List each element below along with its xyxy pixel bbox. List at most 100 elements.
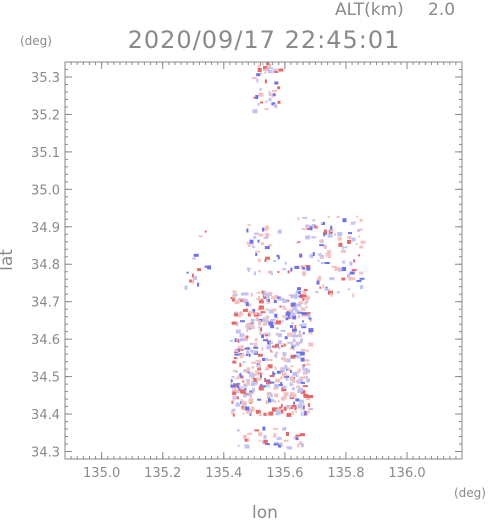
echo-point (252, 109, 258, 114)
echo-point (265, 400, 269, 405)
echo-point (296, 385, 301, 389)
echo-point (292, 317, 295, 320)
echo-point (305, 398, 310, 401)
echo-point (292, 331, 297, 335)
echo-point (312, 252, 315, 256)
echo-point (268, 392, 272, 395)
echo-point (298, 406, 303, 409)
echo-point (232, 369, 237, 372)
echo-point (274, 313, 278, 318)
echo-point (264, 225, 269, 230)
echo-point (235, 370, 238, 373)
echo-point (232, 413, 235, 417)
echo-point (246, 328, 249, 333)
echo-point (306, 265, 311, 268)
echo-point (284, 336, 288, 340)
echo-point (297, 334, 300, 337)
echo-point (271, 345, 275, 348)
echo-point (247, 242, 251, 247)
main-body (229, 290, 314, 417)
echo-point (258, 412, 262, 416)
echo-point (320, 262, 326, 264)
echo-point (356, 280, 362, 282)
echo-point (288, 316, 292, 319)
echo-point (299, 324, 304, 327)
echo-point (278, 444, 282, 448)
echo-point (328, 231, 333, 234)
echo-point (258, 321, 262, 326)
echo-point (336, 291, 340, 294)
echo-point (237, 385, 240, 389)
echo-point (263, 332, 269, 335)
echo-point (292, 306, 297, 311)
echo-point (234, 383, 237, 388)
echo-point (235, 402, 239, 405)
echo-point (262, 426, 266, 431)
echo-point (275, 351, 279, 354)
echo-point (348, 232, 352, 235)
echo-point (263, 294, 266, 299)
echo-point (230, 379, 233, 383)
echo-point (309, 226, 313, 231)
echo-point (243, 338, 248, 342)
echo-point (324, 229, 327, 234)
echo-point (330, 292, 333, 297)
echo-point (283, 356, 286, 359)
echo-point (254, 271, 256, 276)
echo-point (295, 398, 300, 402)
echo-point (292, 371, 298, 376)
echo-point (263, 236, 269, 239)
echo-point (319, 244, 325, 247)
echo-point (259, 374, 262, 379)
echo-point (267, 70, 273, 74)
echo-point (271, 102, 276, 106)
echo-point (349, 271, 355, 275)
echo-point (237, 346, 243, 349)
echo-point (250, 318, 255, 323)
echo-point (234, 338, 237, 343)
echo-point (189, 279, 195, 283)
echo-point (347, 239, 351, 244)
echo-point (256, 372, 259, 377)
echo-point (248, 398, 254, 403)
echo-point (249, 372, 255, 376)
echo-point (359, 271, 364, 275)
echo-point (291, 375, 294, 380)
echo-point (306, 369, 310, 374)
x-tick-label: 135.2 (144, 466, 181, 481)
echo-point (286, 412, 292, 417)
echo-point (266, 381, 271, 385)
echo-point (272, 297, 278, 300)
echo-point (290, 354, 296, 359)
echo-point (298, 368, 301, 373)
echo-point (287, 405, 292, 408)
echo-point (244, 387, 247, 392)
echo-point (251, 243, 254, 247)
echo-point (230, 411, 234, 415)
echo-point (230, 297, 233, 299)
echo-point (319, 239, 323, 243)
echo-point (278, 68, 284, 72)
echo-point (287, 341, 293, 344)
echo-point (302, 320, 305, 323)
echo-point (258, 305, 264, 310)
echo-point (273, 433, 277, 436)
echo-point (342, 260, 346, 264)
echo-point (257, 239, 260, 243)
echo-point (253, 345, 257, 348)
echo-point (257, 68, 262, 72)
echo-point (278, 346, 281, 350)
echo-point (253, 377, 258, 382)
echo-point (308, 317, 312, 320)
echo-point (350, 221, 355, 225)
echo-point (341, 277, 346, 281)
echo-point (264, 293, 268, 296)
echo-point (255, 317, 259, 321)
echo-point (306, 410, 310, 414)
echo-point (302, 271, 306, 276)
echo-point (255, 359, 260, 362)
echo-point (290, 267, 293, 272)
echo-point (295, 309, 300, 313)
echo-point (241, 335, 244, 338)
echo-point (234, 299, 240, 304)
